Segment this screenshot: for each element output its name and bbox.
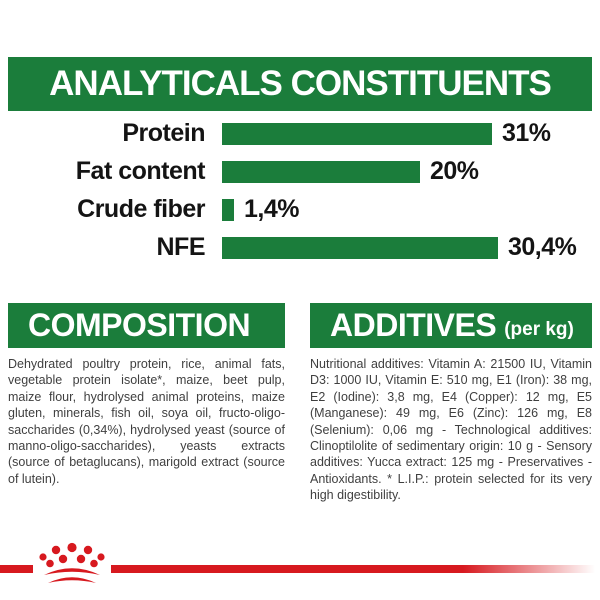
bar-value-label: 1,4%	[244, 195, 299, 223]
bar-row: NFE 30,4%	[8, 233, 592, 261]
bar	[222, 236, 498, 259]
bar	[222, 160, 420, 183]
bar-row: Fat content 20%	[8, 157, 592, 185]
additives-text: Nutritional additives: Vitamin A: 21500 …	[310, 357, 592, 503]
composition-banner: COMPOSITION	[8, 303, 285, 348]
analytical-constituents-chart: Protein 31% Fat content 20% Crude fiber 1,4% N…	[8, 119, 592, 282]
bar-category-label: Crude fiber	[77, 195, 205, 223]
bar	[222, 122, 492, 145]
bar-value-label: 31%	[502, 119, 551, 147]
additives-title: ADDITIVES	[330, 307, 497, 343]
red-divider-line-right	[111, 565, 600, 573]
bar-value-label: 20%	[430, 157, 479, 185]
bar-row: Crude fiber 1,4%	[8, 195, 592, 223]
composition-text: Dehydrated poultry protein, rice, animal…	[8, 357, 285, 486]
bar-category-label: Protein	[122, 119, 205, 147]
bar	[222, 198, 234, 221]
analyticals-constituents-title: ANALYTICALS CONSTITUENTS	[49, 64, 552, 103]
red-divider-line-left	[0, 565, 33, 573]
analyticals-constituents-banner: ANALYTICALS CONSTITUENTS	[8, 57, 592, 111]
bar-row: Protein 31%	[8, 119, 592, 147]
additives-banner: ADDITIVES (per kg)	[310, 303, 592, 348]
composition-title: COMPOSITION	[28, 307, 251, 343]
additives-title-suffix: (per kg)	[504, 319, 574, 340]
bar-value-label: 30,4%	[508, 233, 577, 261]
royal-canin-crown-logo	[39, 542, 105, 583]
bar-category-label: NFE	[156, 233, 206, 261]
bar-category-label: Fat content	[75, 157, 206, 185]
